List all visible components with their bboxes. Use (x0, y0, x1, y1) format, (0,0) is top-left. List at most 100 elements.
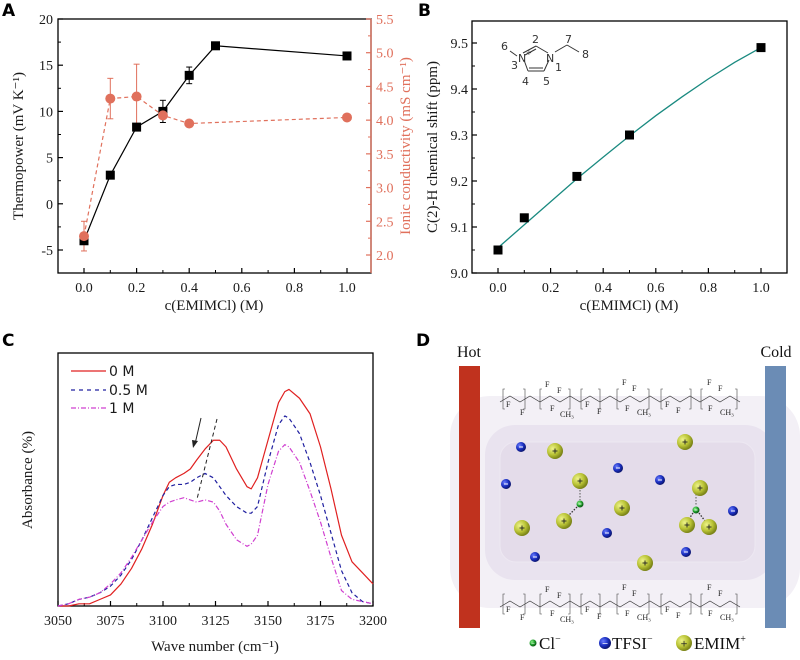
x-tick-label: 3200 (359, 614, 387, 629)
polymer-atom-label: CH₃ (637, 613, 651, 622)
y-tick-label: 9.2 (451, 175, 469, 190)
x-tick-label: 0.2 (542, 281, 560, 296)
polymer-atom-label: F (597, 612, 602, 621)
y-tick-label: 9.0 (451, 267, 469, 282)
x-tick-label: 1.0 (338, 281, 356, 296)
x-tick-label: 3075 (97, 614, 125, 629)
bracket-left (502, 593, 505, 615)
electrolyte-core (499, 441, 756, 563)
bracket-right (568, 388, 571, 410)
y-tick-label: 9.1 (451, 221, 469, 236)
y-right-tick-label: 5.0 (376, 47, 394, 62)
y-right-tick-label: 4.5 (376, 80, 394, 95)
atom-label: 7 (565, 33, 572, 46)
data-point-shift (519, 213, 529, 223)
bracket-left (616, 388, 619, 410)
arrow-head-icon (192, 440, 198, 448)
atom-label: 8 (582, 48, 589, 61)
bond (566, 44, 580, 53)
x-axis-title-a: c(EMIMCl) (M) (165, 298, 264, 314)
y-right-tick-label: 3.0 (376, 182, 394, 197)
bracket-left (580, 593, 583, 615)
y-axis-title-a: Thermopower (mV K⁻¹) (11, 72, 27, 220)
bracket-right (735, 593, 738, 615)
polymer-atom-label: F (625, 609, 630, 618)
x-tick-label: 3050 (44, 614, 72, 629)
legend-label-1m: 1 M (109, 401, 134, 417)
x-tick-label: 0.0 (75, 281, 93, 296)
polymer-atom-label: F (676, 611, 681, 620)
bracket-right (523, 593, 526, 615)
legend-tfsi-label: TFSI− (612, 634, 653, 653)
legend-cl-icon (529, 639, 537, 647)
bracket-left (660, 388, 663, 410)
polymer-atom-label: F (506, 605, 511, 614)
hot-label: Hot (457, 344, 482, 361)
atom-label: N (518, 52, 526, 65)
legend-emim-sign: + (680, 640, 688, 650)
polymer-atom-label: F (625, 404, 630, 413)
fit-curve (497, 47, 762, 249)
polymer-atom-label: F (622, 583, 627, 592)
y-right-tick-label: 3.5 (376, 148, 394, 163)
polymer-atom-label: F (597, 407, 602, 416)
x-tick-label: 3175 (307, 614, 335, 629)
panel-c: C 3050 3075 3100 3125 3150 3175 3200 0 M 0.5 M… (2, 331, 387, 655)
bond (554, 44, 568, 53)
y-axis-title-c: Absorbance (%) (20, 431, 36, 529)
y-right-tick-label: 2.5 (376, 215, 394, 230)
bracket-right (598, 388, 601, 410)
data-point-conductivity (105, 93, 116, 104)
legend-tfsi-icon (599, 637, 611, 649)
bracket-left (539, 593, 542, 615)
polymer-atom-label: F (545, 585, 550, 594)
atom-label: 2 (532, 33, 539, 46)
plot-frame-a (57, 18, 372, 274)
x-axis-title-c: Wave number (cm⁻¹) (151, 639, 279, 655)
y-tick-label: 20 (39, 13, 53, 28)
x-tick-label: 0.0 (489, 281, 507, 296)
legend-emim-icon (676, 635, 692, 651)
data-point-thermopower (211, 41, 220, 51)
y-axis-title-b: C(2)-H chemical shift (ppm) (425, 61, 441, 233)
data-point-conductivity (342, 112, 352, 123)
polymer-atom-label: F (557, 386, 562, 395)
polymer-atom-label: F (550, 609, 555, 618)
polymer-atom-label: F (545, 380, 550, 389)
bracket-left (700, 388, 703, 410)
bracket-left (539, 388, 542, 410)
bond (509, 50, 518, 57)
panel-label-d: D (416, 331, 430, 351)
atom-label: 3 (511, 59, 518, 72)
polymer-atom-label: F (707, 378, 712, 387)
x-tick-label: 3100 (149, 614, 177, 629)
polymer-atom-label: F (718, 589, 723, 598)
polymer-atom-label: F (585, 605, 590, 614)
atom-label: N (546, 52, 554, 65)
y-tick-label: 9.3 (451, 129, 469, 144)
polymer-atom-label: F (665, 400, 670, 409)
bracket-right (598, 593, 601, 615)
x-tick-label: 0.6 (647, 281, 665, 296)
polymer-atom-label: CH₃ (720, 613, 734, 622)
spectrum-line-0M (58, 388, 374, 607)
atom-label: 6 (501, 40, 508, 53)
polymer-atom-label: F (506, 400, 511, 409)
y-tick-label: 9.5 (451, 37, 469, 52)
legend-d: − Cl− − TFSI− + EMIM+ (529, 634, 746, 653)
y-tick-label: 10 (39, 105, 53, 120)
bracket-right (568, 593, 571, 615)
bond (523, 59, 529, 72)
legend-tfsi-sign: − (602, 639, 609, 648)
polymer-atom-label: F (557, 591, 562, 600)
y-tick-label: -5 (41, 244, 53, 259)
bracket-right (689, 388, 692, 410)
data-point-conductivity (157, 110, 168, 121)
data-point-shift (756, 43, 766, 53)
data-point-shift (493, 245, 503, 255)
bracket-right (647, 593, 650, 615)
panel-a: A 0.0 0.2 0.4 0.6 0.8 1.0 -5 0 5 10 15 20 2.0 2.5 3.… (2, 1, 414, 314)
data-point-thermopower (184, 70, 194, 80)
